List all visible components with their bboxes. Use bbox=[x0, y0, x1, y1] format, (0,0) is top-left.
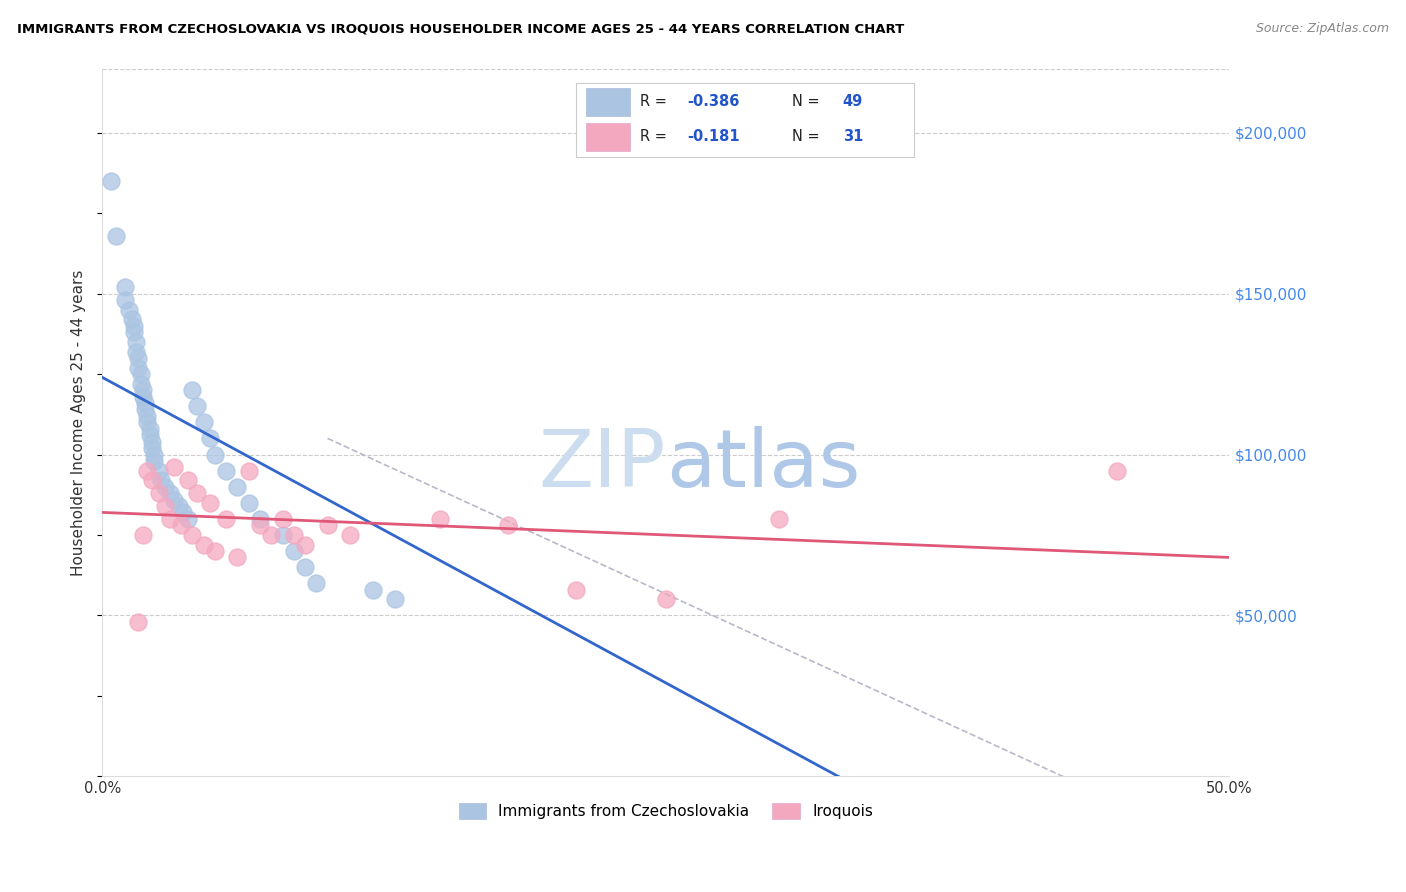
Point bbox=[226, 550, 249, 565]
Point bbox=[215, 464, 238, 478]
Text: atlas: atlas bbox=[666, 425, 860, 504]
Point bbox=[159, 486, 181, 500]
Point bbox=[283, 544, 305, 558]
Point bbox=[132, 383, 155, 397]
Point bbox=[134, 402, 156, 417]
Point bbox=[384, 592, 406, 607]
Point bbox=[163, 492, 186, 507]
Point bbox=[155, 480, 177, 494]
Point bbox=[339, 528, 361, 542]
Point bbox=[294, 560, 316, 574]
Point bbox=[163, 460, 186, 475]
Point bbox=[655, 592, 678, 607]
Text: Source: ZipAtlas.com: Source: ZipAtlas.com bbox=[1256, 22, 1389, 36]
Point bbox=[122, 318, 145, 333]
Point bbox=[129, 367, 152, 381]
Point bbox=[138, 428, 160, 442]
Point bbox=[204, 448, 226, 462]
Point bbox=[143, 448, 166, 462]
Point bbox=[193, 538, 215, 552]
Text: ZIP: ZIP bbox=[538, 425, 666, 504]
Point bbox=[125, 334, 148, 349]
Point bbox=[177, 512, 200, 526]
Point bbox=[316, 518, 339, 533]
Point bbox=[136, 415, 159, 429]
Point bbox=[127, 351, 149, 365]
Point bbox=[249, 518, 271, 533]
Point bbox=[141, 441, 163, 455]
Point bbox=[127, 615, 149, 629]
Point bbox=[260, 528, 283, 542]
Point bbox=[204, 544, 226, 558]
Point bbox=[143, 454, 166, 468]
Point bbox=[141, 473, 163, 487]
Legend: Immigrants from Czechoslovakia, Iroquois: Immigrants from Czechoslovakia, Iroquois bbox=[453, 797, 879, 825]
Y-axis label: Householder Income Ages 25 - 44 years: Householder Income Ages 25 - 44 years bbox=[72, 269, 86, 575]
Point bbox=[172, 505, 194, 519]
Point bbox=[114, 280, 136, 294]
Point bbox=[271, 528, 294, 542]
Point bbox=[186, 399, 208, 413]
Point bbox=[159, 512, 181, 526]
Point bbox=[148, 464, 170, 478]
Point bbox=[118, 302, 141, 317]
Point bbox=[200, 432, 222, 446]
Point bbox=[132, 390, 155, 404]
Point bbox=[114, 293, 136, 307]
Point bbox=[215, 512, 238, 526]
Point bbox=[136, 409, 159, 423]
Point bbox=[138, 422, 160, 436]
Point bbox=[564, 582, 586, 597]
Point bbox=[136, 464, 159, 478]
Point bbox=[149, 473, 172, 487]
Point bbox=[170, 518, 193, 533]
Point bbox=[200, 496, 222, 510]
Point bbox=[238, 464, 260, 478]
Point bbox=[226, 480, 249, 494]
Point bbox=[141, 434, 163, 449]
Point bbox=[193, 415, 215, 429]
Point bbox=[768, 512, 790, 526]
Point bbox=[125, 344, 148, 359]
Point bbox=[100, 174, 122, 188]
Point bbox=[271, 512, 294, 526]
Point bbox=[167, 499, 190, 513]
Point bbox=[104, 228, 127, 243]
Point bbox=[122, 326, 145, 340]
Point bbox=[181, 528, 204, 542]
Point bbox=[283, 528, 305, 542]
Point bbox=[429, 512, 451, 526]
Point bbox=[1105, 464, 1128, 478]
Point bbox=[148, 486, 170, 500]
Point bbox=[249, 512, 271, 526]
Point bbox=[181, 383, 204, 397]
Point bbox=[294, 538, 316, 552]
Point bbox=[177, 473, 200, 487]
Point bbox=[238, 496, 260, 510]
Point bbox=[496, 518, 519, 533]
Point bbox=[129, 376, 152, 391]
Point bbox=[134, 396, 156, 410]
Point bbox=[121, 312, 143, 326]
Point bbox=[305, 576, 328, 591]
Point bbox=[186, 486, 208, 500]
Point bbox=[127, 360, 149, 375]
Point bbox=[361, 582, 384, 597]
Point bbox=[132, 528, 155, 542]
Point bbox=[155, 499, 177, 513]
Text: IMMIGRANTS FROM CZECHOSLOVAKIA VS IROQUOIS HOUSEHOLDER INCOME AGES 25 - 44 YEARS: IMMIGRANTS FROM CZECHOSLOVAKIA VS IROQUO… bbox=[17, 22, 904, 36]
